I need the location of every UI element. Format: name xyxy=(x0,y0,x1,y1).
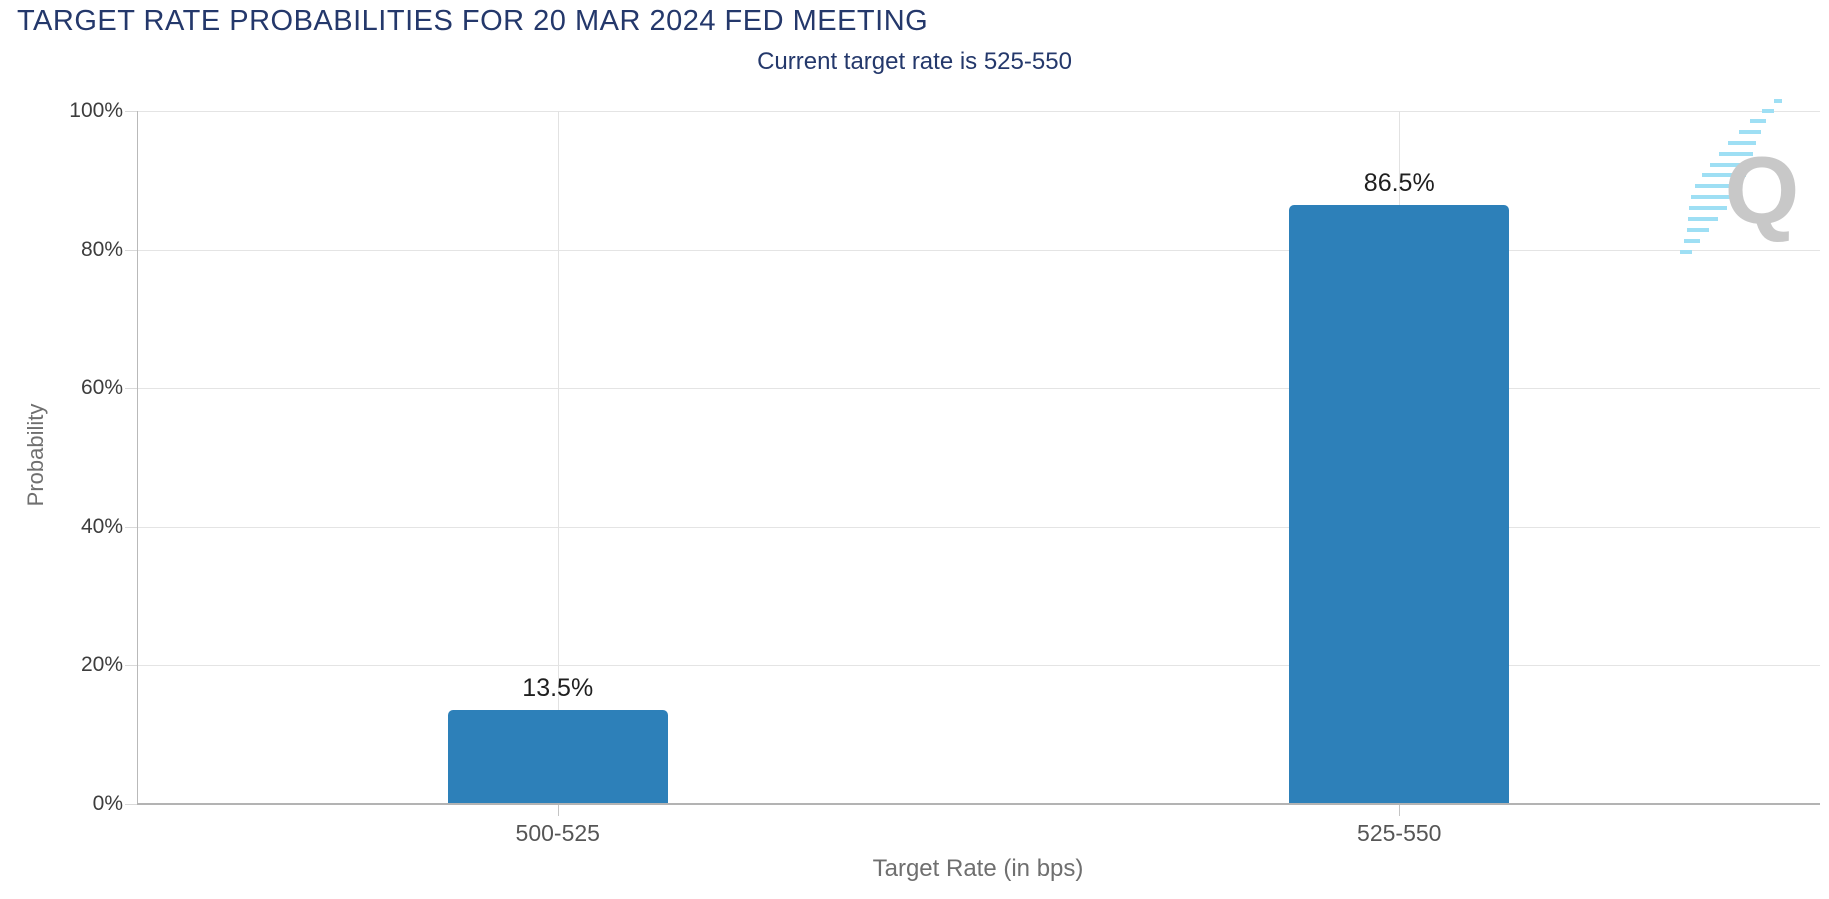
y-gridline xyxy=(137,665,1820,667)
y-tick-mark xyxy=(125,665,137,667)
y-tick-mark xyxy=(125,804,137,805)
y-tick-label: 60% xyxy=(80,376,123,400)
x-category-label: 525-550 xyxy=(1357,820,1442,846)
y-axis-title: Probability xyxy=(23,403,48,507)
category-gridline xyxy=(557,111,559,804)
y-tick-mark xyxy=(125,249,137,251)
x-category-label: 500-525 xyxy=(515,820,600,846)
bar-value-label: 13.5% xyxy=(522,674,594,703)
y-tick-label: 20% xyxy=(80,653,123,677)
bar-value-label: 86.5% xyxy=(1363,168,1435,197)
x-axis-line xyxy=(137,803,1820,805)
chart-title: TARGET RATE PROBABILITIES FOR 20 MAR 202… xyxy=(17,5,929,37)
y-tick-mark xyxy=(125,526,137,528)
y-gridline xyxy=(137,111,1820,112)
y-tick-label: 80% xyxy=(80,237,123,261)
y-tick-mark xyxy=(125,388,137,390)
y-gridline xyxy=(137,388,1820,390)
y-tick-label: 0% xyxy=(92,792,123,815)
y-tick-mark xyxy=(125,111,137,112)
y-axis-line xyxy=(137,111,138,804)
y-gridline xyxy=(137,526,1820,528)
x-tick-mark xyxy=(1399,804,1401,816)
bar-500-525[interactable] xyxy=(447,710,668,804)
y-tick-label: 100% xyxy=(69,99,123,122)
bar-525-550[interactable] xyxy=(1289,204,1510,804)
y-tick-label: 40% xyxy=(80,514,123,538)
x-tick-mark xyxy=(557,804,559,816)
chart-subtitle: Current target rate is 525-550 xyxy=(757,48,1072,75)
y-gridline xyxy=(137,249,1820,251)
x-axis-title: Target Rate (in bps) xyxy=(872,855,1084,882)
